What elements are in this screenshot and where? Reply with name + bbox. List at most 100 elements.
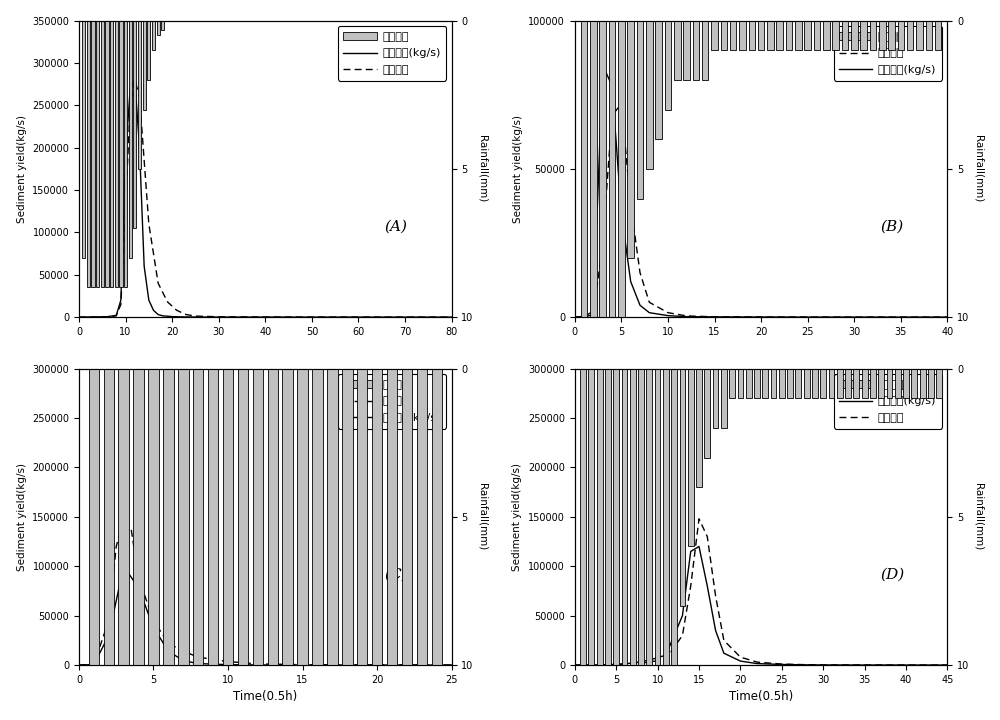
Bar	[91, 21, 95, 287]
Bar	[730, 21, 736, 50]
Text: (C): (C)	[385, 568, 408, 582]
Y-axis label: Rainfall(mm): Rainfall(mm)	[973, 135, 983, 202]
Bar	[926, 21, 932, 50]
Bar	[622, 369, 627, 665]
Y-axis label: Rainfall(mm): Rainfall(mm)	[478, 135, 488, 202]
Bar	[115, 21, 118, 287]
Bar	[702, 21, 708, 80]
Bar	[627, 21, 634, 258]
Bar	[688, 369, 694, 546]
Bar	[870, 21, 876, 50]
Bar	[862, 369, 868, 398]
Bar	[916, 21, 923, 50]
Bar	[721, 21, 727, 50]
Bar	[129, 21, 132, 258]
Bar	[903, 369, 909, 398]
Bar	[887, 369, 892, 398]
Bar	[157, 21, 160, 35]
Bar	[729, 369, 735, 398]
Bar	[101, 21, 104, 287]
Bar	[804, 369, 810, 398]
Bar	[713, 369, 718, 428]
Text: (D): (D)	[880, 568, 905, 582]
Bar	[268, 369, 278, 665]
Bar	[683, 21, 690, 80]
Bar	[795, 21, 802, 50]
Bar	[837, 369, 843, 398]
Bar	[646, 21, 653, 169]
Bar	[581, 21, 587, 317]
Bar	[312, 369, 323, 665]
Bar	[711, 21, 718, 50]
Bar	[163, 369, 174, 665]
Bar	[638, 369, 644, 665]
Text: (B): (B)	[880, 220, 904, 234]
Bar	[297, 369, 308, 665]
Bar	[372, 369, 382, 665]
Bar	[671, 369, 677, 665]
Bar	[795, 369, 801, 398]
Bar	[590, 21, 597, 317]
Bar	[646, 369, 652, 665]
Bar	[739, 21, 746, 50]
Bar	[223, 369, 233, 665]
Bar	[238, 369, 248, 665]
Bar	[758, 21, 764, 50]
Bar	[665, 21, 671, 109]
Bar	[580, 369, 586, 665]
Bar	[148, 369, 159, 665]
Bar	[779, 369, 785, 398]
Legend: 平均雨量, 计算沙量, 实测沙量(kg/s): 平均雨量, 计算沙量, 实测沙量(kg/s)	[338, 374, 446, 428]
Bar	[879, 21, 886, 50]
Y-axis label: Rainfall(mm): Rainfall(mm)	[478, 483, 488, 551]
Bar	[786, 21, 792, 50]
Bar	[935, 21, 941, 50]
Bar	[655, 369, 660, 665]
Bar	[618, 21, 625, 317]
X-axis label: Time(0.5h): Time(0.5h)	[233, 690, 297, 703]
Bar	[110, 21, 113, 287]
Bar	[895, 369, 901, 398]
Bar	[754, 369, 760, 398]
Bar	[133, 369, 144, 665]
Bar	[804, 21, 811, 50]
Bar	[138, 21, 141, 169]
Bar	[253, 369, 263, 665]
Bar	[814, 21, 820, 50]
Bar	[851, 21, 858, 50]
Bar	[357, 369, 367, 665]
Bar	[402, 369, 412, 665]
Y-axis label: Sediment yield(kg/s): Sediment yield(kg/s)	[513, 115, 523, 223]
Bar	[193, 369, 203, 665]
Bar	[588, 369, 594, 665]
Bar	[96, 21, 99, 287]
Bar	[920, 369, 926, 398]
Bar	[860, 21, 867, 50]
Bar	[762, 369, 768, 398]
Bar	[637, 21, 643, 199]
Bar	[870, 369, 876, 398]
Bar	[878, 369, 884, 398]
Bar	[771, 369, 776, 398]
Legend: 平均雨量, 实测沙量(kg/s), 计算沙量: 平均雨量, 实测沙量(kg/s), 计算沙量	[338, 26, 446, 81]
Bar	[143, 21, 146, 109]
Bar	[738, 369, 743, 398]
Bar	[898, 21, 904, 50]
Bar	[853, 369, 859, 398]
Bar	[417, 369, 427, 665]
Text: (A): (A)	[385, 220, 408, 234]
Y-axis label: Sediment yield(kg/s): Sediment yield(kg/s)	[17, 115, 27, 223]
Bar	[609, 21, 615, 317]
Bar	[147, 21, 150, 80]
Bar	[152, 21, 155, 50]
Bar	[133, 21, 136, 228]
Bar	[327, 369, 338, 665]
Bar	[630, 369, 636, 665]
Bar	[663, 369, 669, 665]
Bar	[119, 21, 123, 287]
Bar	[282, 369, 293, 665]
Bar	[597, 369, 603, 665]
Bar	[787, 369, 793, 398]
Bar	[655, 21, 662, 139]
Bar	[767, 21, 774, 50]
